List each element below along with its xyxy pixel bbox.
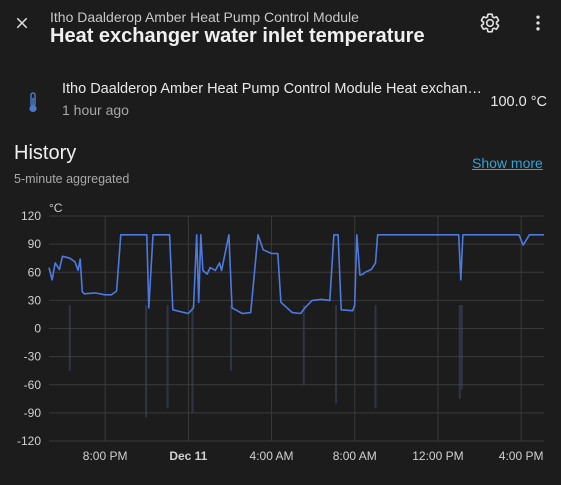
y-tick-label: -90 <box>24 406 42 420</box>
x-tick-label: 8:00 AM <box>333 449 377 463</box>
y-axis-unit-label: °C <box>49 201 63 215</box>
y-tick-label: 0 <box>34 322 41 336</box>
y-tick-label: 90 <box>28 237 42 251</box>
y-tick-label: 30 <box>28 293 42 307</box>
entity-last-changed: 1 hour ago <box>62 102 129 118</box>
more-options-button[interactable] <box>522 7 554 39</box>
history-aggregation: 5-minute aggregated <box>14 172 130 186</box>
y-tick-label: 60 <box>28 265 42 279</box>
y-tick-label: 120 <box>21 209 41 223</box>
entity-name: Itho Daalderop Amber Heat Pump Control M… <box>62 81 482 97</box>
y-tick-label: -30 <box>24 350 42 364</box>
entity-value: 100.0 °C <box>490 94 547 110</box>
history-chart[interactable]: °C 120 90 60 30 0 -30 -60 -90 -120 8:00 PM Dec 11… <box>0 195 561 470</box>
show-more-link[interactable]: Show more <box>472 155 543 171</box>
y-tick-label: -120 <box>17 434 41 448</box>
x-tick-label: 4:00 AM <box>250 449 294 463</box>
entity-state-row[interactable]: Itho Daalderop Amber Heat Pump Control M… <box>0 72 561 130</box>
x-tick-label: 12:00 PM <box>412 449 463 463</box>
close-icon <box>16 17 28 29</box>
close-button[interactable] <box>6 7 38 39</box>
x-tick-label: 4:00 PM <box>499 449 544 463</box>
y-tick-label: -60 <box>24 378 42 392</box>
more-vertical-icon <box>536 15 540 31</box>
thermometer-icon <box>29 92 37 113</box>
gear-icon <box>480 13 500 33</box>
dialog-subtitle: Itho Daalderop Amber Heat Pump Control M… <box>50 9 359 25</box>
temperature-series-line <box>48 234 544 315</box>
dialog-title: Heat exchanger water inlet temperature <box>50 25 425 47</box>
history-heading: History <box>14 142 77 164</box>
x-tick-label: Dec 11 <box>169 449 207 463</box>
settings-button[interactable] <box>474 7 506 39</box>
x-tick-label: 8:00 PM <box>83 449 128 463</box>
